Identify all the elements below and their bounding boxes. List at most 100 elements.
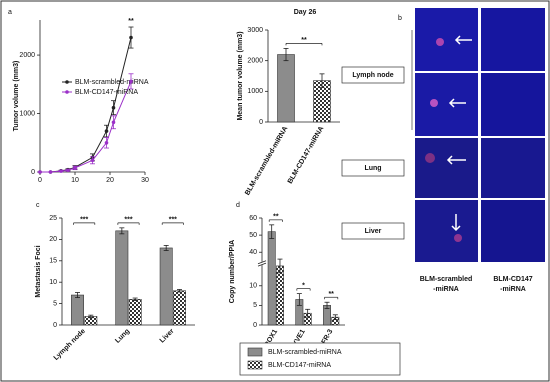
stain [430, 99, 438, 107]
y-tick-label: 5 [253, 302, 257, 309]
y-tick-label: 1000 [19, 110, 35, 117]
x-tick-label: 30 [141, 177, 149, 184]
row-label: Liver [365, 228, 382, 235]
y-tick-label: 50 [249, 232, 257, 239]
arrow [454, 35, 472, 45]
image [481, 8, 545, 71]
y-tick-label: 0 [259, 119, 263, 126]
bar [267, 231, 276, 326]
point [111, 120, 116, 125]
legend-box [239, 342, 401, 376]
bar [159, 247, 173, 326]
legend-marker [65, 90, 69, 94]
micrographs [415, 8, 545, 262]
annotation: * [302, 282, 305, 289]
point [129, 79, 133, 84]
bar [128, 299, 142, 326]
x-tick-label: Lymph node [53, 328, 87, 362]
column-label: -miRNA [433, 286, 459, 293]
error-bar [176, 289, 182, 293]
series-line [40, 37, 132, 173]
bar [276, 265, 284, 326]
arrow [446, 155, 466, 165]
row-label-box [341, 159, 405, 177]
row-label-box [341, 222, 405, 240]
row-label-box [341, 66, 405, 84]
panel-label: b [398, 15, 402, 22]
error-bar [332, 314, 338, 320]
legend-label: BLM-scrambled-miRNA [268, 349, 342, 356]
error-bar [277, 258, 283, 274]
image [481, 73, 545, 136]
x-tick-label: 10 [71, 177, 79, 184]
image [415, 138, 478, 198]
y-tick-label: 60 [249, 215, 257, 222]
y-tick-label: 20 [49, 236, 57, 243]
point [48, 170, 53, 174]
x-tick-label: 20 [106, 177, 114, 184]
break-mark [257, 262, 267, 267]
panel-label: d [236, 202, 240, 209]
column-label: BLM-CD147 [493, 276, 532, 283]
error-bar [119, 227, 125, 235]
image [481, 138, 545, 198]
y-tick-label: 1000 [247, 88, 263, 95]
break-mark [257, 260, 267, 265]
point [59, 169, 63, 173]
annotation: ** [328, 291, 334, 298]
error-bar [132, 297, 138, 302]
bar [71, 294, 84, 326]
annotation: ** [128, 18, 134, 25]
annotation: *** [169, 217, 177, 224]
y-tick-label: 3000 [247, 27, 263, 34]
point [129, 35, 133, 40]
y-tick-label: 2000 [19, 52, 35, 59]
y-tick-label: 5 [53, 300, 57, 307]
y-axis-label: Copy number/PPIA [229, 240, 236, 303]
annotation: *** [80, 217, 88, 224]
row-label: Lung [364, 165, 381, 172]
annotation: ** [301, 37, 307, 44]
arrow [451, 214, 461, 232]
legend-label: BLM-scrambled-miRNA [75, 79, 149, 86]
legend-label: BLM-CD147-miRNA [75, 89, 138, 96]
point [66, 168, 70, 173]
y-tick-label: 40 [249, 249, 257, 256]
y-tick-label: 0 [53, 322, 57, 329]
legend-marker [65, 80, 69, 84]
y-tick-label: 0 [31, 169, 35, 176]
legend-label: BLM-CD147-miRNA [268, 362, 331, 369]
point [73, 166, 77, 170]
error-bar [88, 314, 94, 319]
y-tick-label: 10 [249, 283, 257, 290]
error-bar [283, 48, 289, 62]
error-bar [305, 308, 311, 318]
legend-swatch [247, 347, 263, 357]
error-bar [269, 224, 275, 239]
column-label: -miRNA [500, 286, 526, 293]
y-tick-label: 15 [49, 258, 57, 265]
image [415, 200, 478, 262]
y-tick-label: 25 [49, 215, 57, 222]
axis-break [258, 261, 349, 266]
error-bar [324, 301, 330, 309]
stain [436, 38, 444, 46]
arrow [448, 98, 466, 108]
point [104, 140, 109, 145]
annotation: ** [273, 214, 279, 221]
bar [173, 290, 186, 326]
annotation: *** [124, 217, 132, 224]
point [38, 170, 42, 174]
legend-swatch [247, 360, 263, 370]
y-tick-label: 10 [49, 279, 57, 286]
stain [454, 234, 462, 242]
point [111, 105, 116, 110]
error-bar [75, 292, 81, 299]
y-axis-label: Metastasis Foci [35, 245, 42, 297]
y-tick-label: 0 [253, 322, 257, 329]
bar [115, 230, 129, 326]
error-bar [296, 293, 302, 306]
y-axis-label: Tumor volume (mm3) [13, 61, 20, 132]
